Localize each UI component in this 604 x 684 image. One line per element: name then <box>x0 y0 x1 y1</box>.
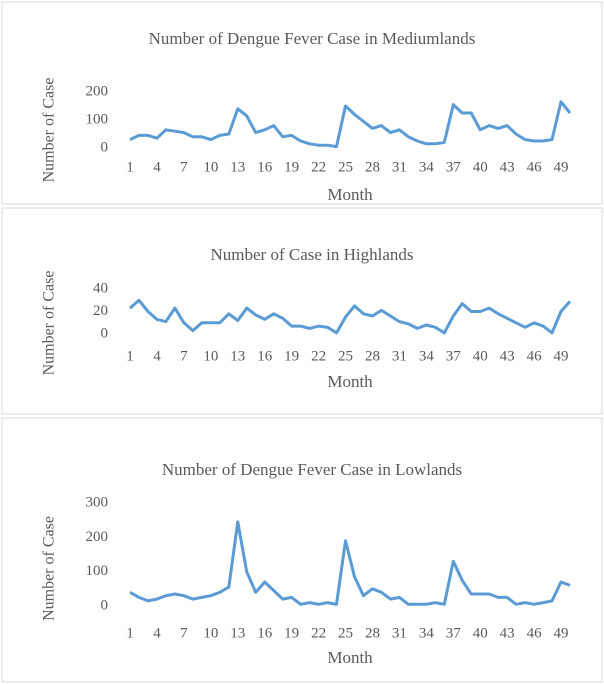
x-tick-label: 10 <box>203 348 218 364</box>
y-axis-label: Number of Case <box>41 271 58 376</box>
x-tick-label: 43 <box>500 625 515 641</box>
x-tick-label: 28 <box>365 159 380 175</box>
y-tick-label: 200 <box>86 529 109 545</box>
x-tick-label: 49 <box>554 348 569 364</box>
x-tick-label: 37 <box>446 348 462 364</box>
x-tick-label: 46 <box>527 625 543 641</box>
x-tick-label: 22 <box>311 159 326 175</box>
x-tick-label: 1 <box>126 348 134 364</box>
data-line <box>129 520 571 606</box>
x-tick-label: 1 <box>126 159 134 175</box>
x-tick-label: 19 <box>284 348 299 364</box>
y-tick-label: 200 <box>86 83 109 99</box>
x-tick-label: 37 <box>446 159 462 175</box>
x-tick-label: 34 <box>419 625 435 641</box>
y-tick-label: 300 <box>86 494 109 510</box>
x-tick-label: 4 <box>153 159 161 175</box>
x-tick-label: 22 <box>311 348 326 364</box>
x-tick-label: 43 <box>500 159 515 175</box>
x-tick-label: 16 <box>257 625 273 641</box>
x-tick-label: 13 <box>230 348 245 364</box>
y-axis-label: Number of Case <box>41 516 58 621</box>
chart-title: Number of Case in Highlands <box>210 245 414 264</box>
chart-title: Number of Dengue Fever Case in Lowlands <box>161 460 463 479</box>
y-tick-label: 100 <box>86 563 109 579</box>
x-tick-label: 7 <box>180 625 188 641</box>
y-tick-label: 0 <box>101 597 109 613</box>
data-line <box>129 100 572 149</box>
x-tick-label: 40 <box>473 159 488 175</box>
x-tick-label: 16 <box>257 159 273 175</box>
x-tick-label: 4 <box>153 348 161 364</box>
x-tick-label: 25 <box>338 159 353 175</box>
x-axis-label: Month <box>327 372 373 391</box>
y-tick-label: 40 <box>93 280 108 296</box>
x-tick-label: 28 <box>365 348 380 364</box>
x-tick-label: 10 <box>203 625 218 641</box>
x-tick-label: 46 <box>527 348 543 364</box>
x-tick-label: 43 <box>500 348 515 364</box>
x-tick-label: 10 <box>203 159 218 175</box>
x-axis-label: Month <box>327 185 373 204</box>
x-axis-label: Month <box>327 648 373 667</box>
x-tick-label: 40 <box>473 625 488 641</box>
x-tick-label: 49 <box>554 159 569 175</box>
x-tick-label: 31 <box>392 625 407 641</box>
x-tick-label: 25 <box>338 348 353 364</box>
x-tick-label: 34 <box>419 348 435 364</box>
x-tick-label: 19 <box>284 159 299 175</box>
y-tick-label: 20 <box>93 303 108 319</box>
x-tick-label: 13 <box>230 625 245 641</box>
x-tick-label: 37 <box>446 625 462 641</box>
chart-title: Number of Dengue Fever Case in Mediumlan… <box>148 29 476 48</box>
panel <box>1 207 603 415</box>
x-tick-label: 7 <box>180 159 188 175</box>
panel <box>1 417 603 683</box>
x-tick-label: 7 <box>180 348 188 364</box>
y-tick-label: 0 <box>101 139 109 155</box>
x-tick-label: 1 <box>126 625 134 641</box>
x-tick-label: 19 <box>284 625 299 641</box>
x-tick-label: 28 <box>365 625 380 641</box>
y-axis-label: Number of Case <box>41 78 58 183</box>
x-tick-label: 22 <box>311 625 326 641</box>
data-line <box>129 298 572 335</box>
y-tick-label: 0 <box>101 325 109 341</box>
x-tick-label: 34 <box>419 159 435 175</box>
x-tick-label: 46 <box>527 159 543 175</box>
x-tick-label: 49 <box>554 625 569 641</box>
x-tick-label: 25 <box>338 625 353 641</box>
panel <box>1 1 603 205</box>
x-tick-label: 16 <box>257 348 273 364</box>
y-tick-label: 100 <box>86 111 109 127</box>
x-tick-label: 31 <box>392 159 407 175</box>
x-tick-label: 40 <box>473 348 488 364</box>
x-tick-label: 4 <box>153 625 161 641</box>
x-tick-label: 13 <box>230 159 245 175</box>
x-tick-label: 31 <box>392 348 407 364</box>
